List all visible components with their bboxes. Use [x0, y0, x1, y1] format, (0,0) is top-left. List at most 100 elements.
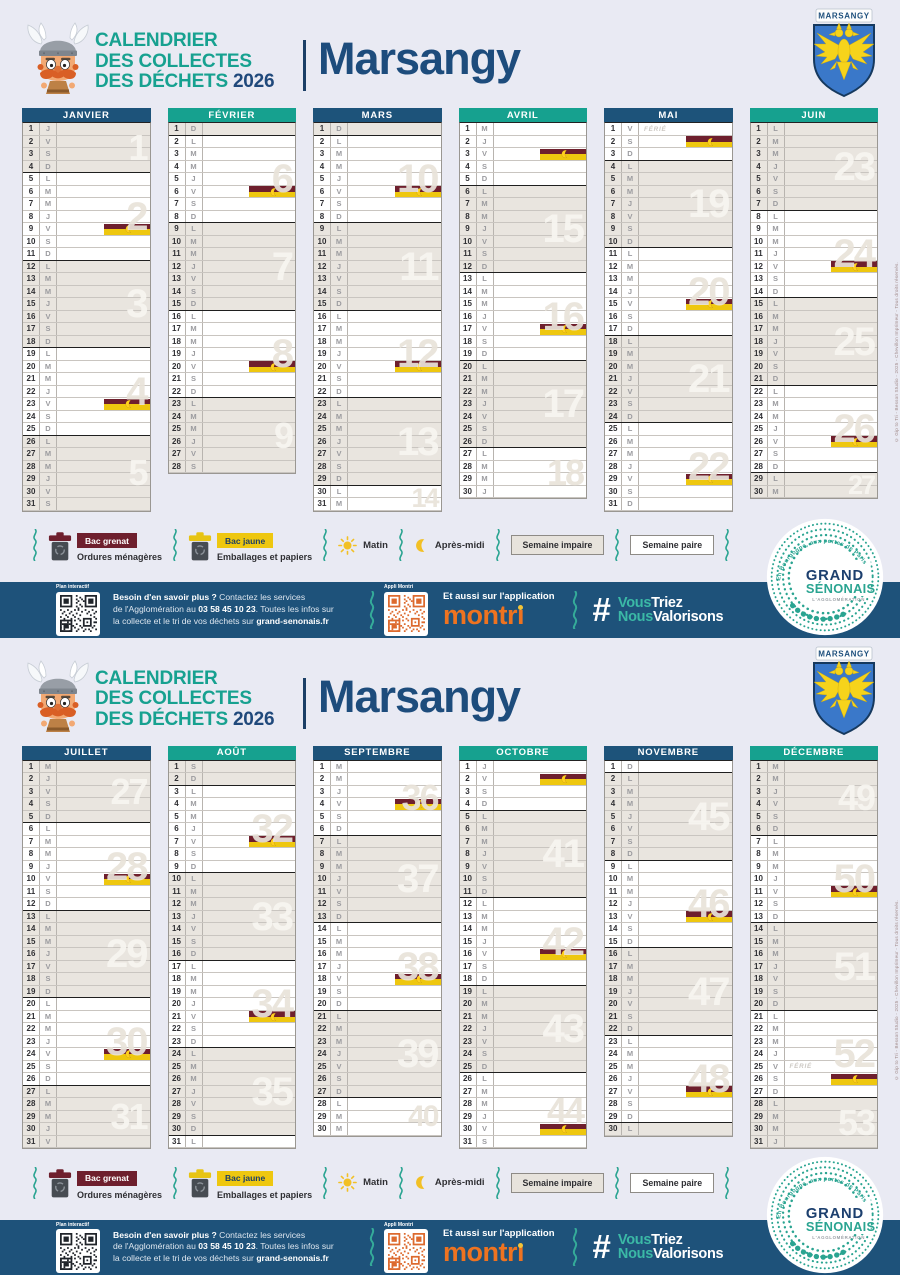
day-cell: [57, 811, 150, 823]
day-number: 26: [460, 435, 477, 447]
day-number: 26: [23, 435, 40, 447]
day-number: 7: [751, 835, 768, 847]
day-cell: [785, 161, 878, 173]
collection-marker: [685, 136, 732, 148]
bin-grenat-bar: [685, 136, 732, 142]
day-cell: [57, 1048, 150, 1060]
day-row: 31 D: [605, 498, 732, 511]
day-cell: [785, 398, 878, 410]
day-row: 22 D: [314, 385, 441, 398]
day-cell: [203, 136, 296, 148]
day-number: 12: [605, 898, 622, 910]
day-cell: [203, 411, 296, 423]
day-cell: [785, 1023, 878, 1035]
day-letter: J: [768, 160, 785, 172]
legend-bac-grenat-text: Bac grenat Ordures ménagères: [77, 531, 162, 562]
day-row: 29 J: [459, 1110, 586, 1123]
day-number: 20: [460, 360, 477, 372]
day-letter: D: [768, 1085, 785, 1097]
qr-appli-montri: Appli Montri: [384, 1222, 428, 1273]
collection-marker: [249, 361, 295, 373]
day-cell: [57, 348, 150, 360]
day-number: 24: [169, 410, 186, 422]
moon-icon: [561, 775, 568, 784]
slogan-vous: Vous: [617, 1232, 652, 1249]
day-letter: S: [331, 898, 348, 910]
day-row: 24 M: [750, 410, 877, 423]
day-letter: J: [40, 773, 57, 785]
month-name: FÉVRIER: [167, 108, 296, 122]
day-letter: M: [186, 885, 203, 897]
day-row: 15 M: [23, 935, 150, 948]
day-letter: J: [622, 810, 639, 822]
month-grid: 36 37 38 39 40 1 M 2 M 3 J 4 V 5 S 6 D 7 L 8 M 9 M 10 J 11 V 12 S 13 D…: [313, 759, 442, 1137]
bin-jaune-bar: [394, 979, 441, 985]
day-cell: [57, 1036, 150, 1048]
day-row: 21 D: [750, 373, 877, 386]
day-letter: V: [477, 1035, 494, 1047]
day-cell: [348, 373, 441, 385]
day-row: 23 M: [750, 398, 878, 411]
day-row: 12 L: [23, 260, 150, 273]
day-cell: [57, 436, 150, 448]
day-cell: [57, 286, 150, 298]
day-letter: M: [622, 360, 639, 372]
collection-marker: [685, 1086, 732, 1098]
day-letter: M: [331, 410, 348, 422]
day-cell: [639, 936, 732, 948]
day-cell: [203, 1061, 296, 1073]
day-row: 23 M: [314, 1035, 441, 1048]
day-letter: M: [40, 1110, 57, 1122]
day-cell: [785, 1098, 878, 1110]
day-row: 11 D: [23, 248, 150, 261]
day-cell: [494, 836, 587, 848]
day-number: 30: [460, 485, 477, 497]
day-cell: [639, 1111, 732, 1123]
moon-icon: [852, 887, 859, 896]
day-letter: J: [331, 873, 348, 885]
day-number: 15: [751, 935, 768, 947]
day-letter: M: [477, 285, 494, 297]
day-letter: V: [768, 435, 785, 447]
day-row: 23 V: [23, 398, 150, 411]
day-letter: S: [186, 848, 203, 860]
day-letter: D: [186, 298, 203, 310]
day-row: 24 M: [314, 410, 441, 423]
marsangy-coat-of-arms: MARSANGY: [813, 8, 875, 98]
day-letter: D: [477, 173, 494, 185]
day-number: 19: [169, 348, 186, 360]
day-cell: [57, 1111, 150, 1123]
day-cell: [639, 1023, 732, 1035]
app-text: Et aussi sur l'application: [443, 1228, 555, 1240]
double-headed-eagle: [813, 659, 875, 719]
day-row: 20 M: [23, 360, 150, 373]
month-mars: MARS 10 11 12 13 14 1 D 2 L 3 M 4 M 5 J 6 V 7 S 8 D 9 L 10 M 11 M 12…: [313, 108, 442, 512]
day-letter: S: [768, 1073, 785, 1085]
day-number: 7: [605, 835, 622, 847]
day-cell: [785, 273, 878, 285]
day-cell: [348, 361, 441, 373]
day-number: 20: [605, 998, 622, 1010]
day-cell: [639, 361, 732, 373]
bin-grenat-bar: [394, 186, 441, 192]
day-row: 15 M: [750, 935, 877, 948]
day-row: 25 M: [314, 423, 441, 436]
day-letter: S: [40, 1060, 57, 1072]
day-row: 30 V: [459, 1123, 586, 1136]
commune-name: Marsangy: [318, 33, 521, 84]
day-cell: [494, 1036, 587, 1048]
day-row: 10 M: [168, 235, 295, 248]
day-number: 5: [314, 810, 331, 822]
day-letter: V: [331, 360, 348, 372]
